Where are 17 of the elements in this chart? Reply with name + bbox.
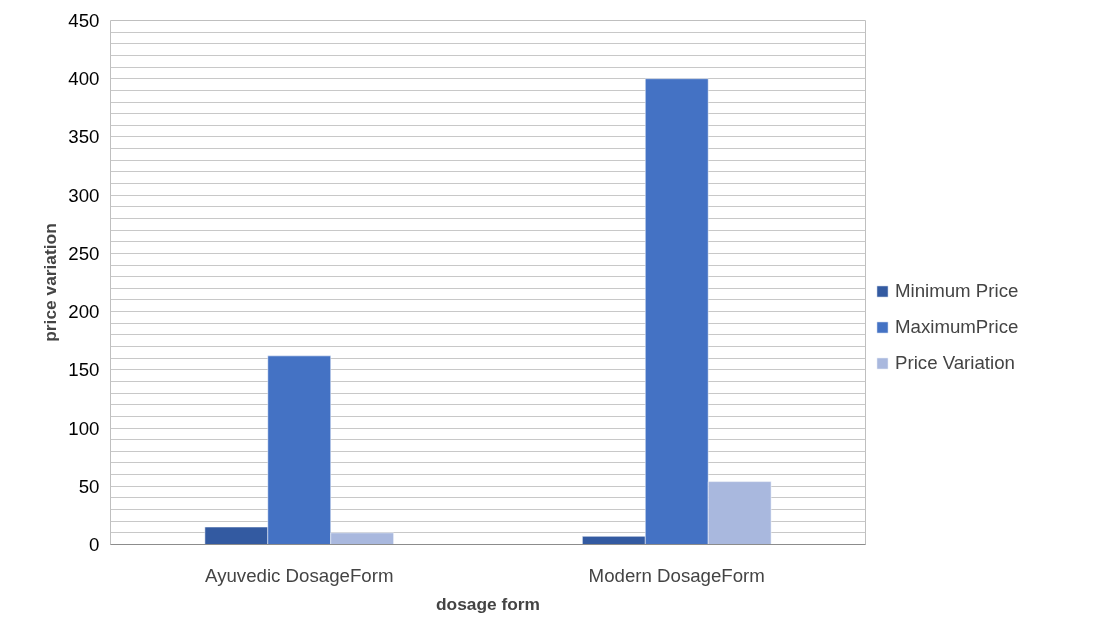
legend-label: Price Variation (895, 352, 1015, 374)
y-tick-label: 0 (89, 534, 100, 555)
x-axis-title: dosage form (436, 593, 541, 614)
y-tick-label: 450 (68, 10, 100, 31)
y-tick-label: 300 (68, 184, 100, 206)
y-tick-label: 400 (68, 68, 100, 90)
x-tick-label: Modern DosageForm (588, 564, 765, 586)
y-tick-label: 100 (68, 417, 100, 439)
y-tick-label: 150 (68, 359, 100, 381)
y-axis-title: price variation (40, 223, 61, 342)
y-tick-label: 250 (68, 242, 100, 264)
y-tick-label: 200 (68, 301, 100, 323)
legend-label: Minimum Price (895, 280, 1019, 302)
y-tick-label: 50 (78, 475, 100, 497)
y-tick-label: 350 (68, 126, 100, 148)
x-tick-label: Ayuvedic DosageForm (205, 564, 394, 586)
legend-label: MaximumPrice (895, 316, 1019, 338)
